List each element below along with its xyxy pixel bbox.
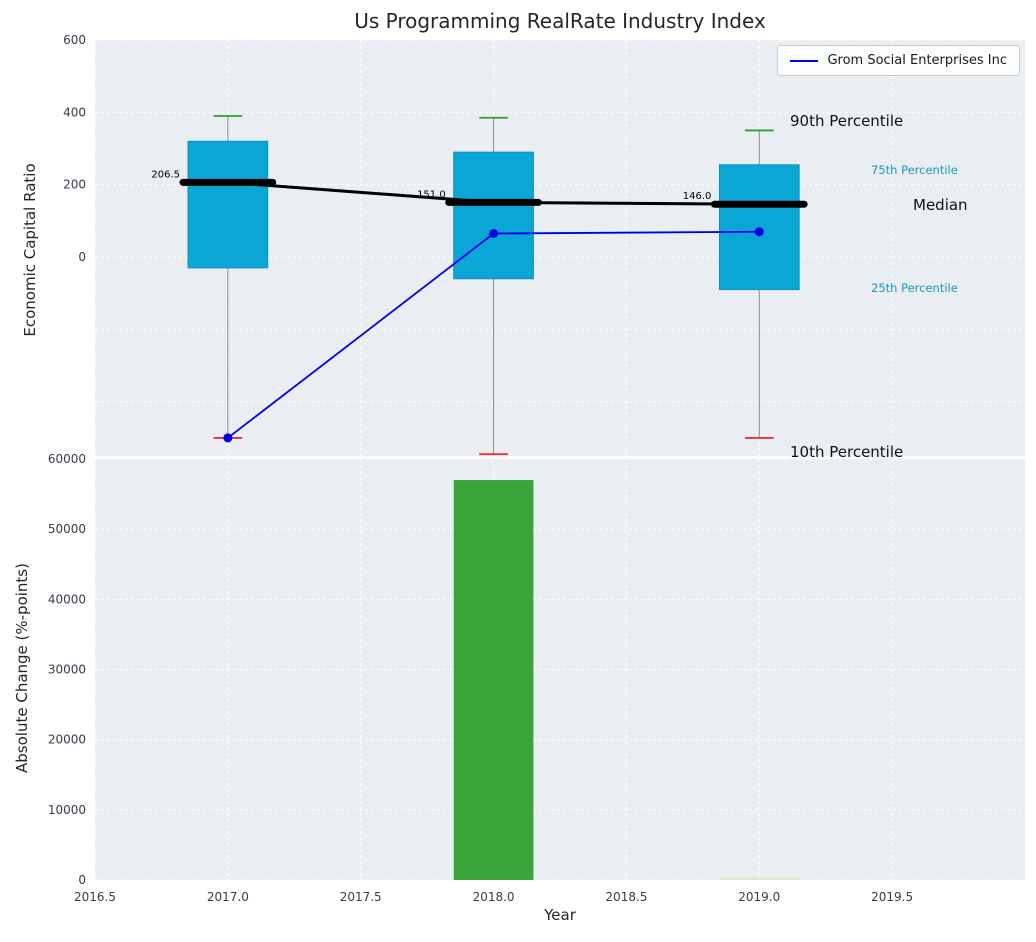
legend-label: Grom Social Enterprises Inc bbox=[827, 53, 1007, 68]
x-tick-label: 2019.0 bbox=[738, 890, 780, 904]
percentile-box bbox=[718, 164, 800, 291]
median-value-label: 151.0 bbox=[417, 189, 446, 200]
percentile-box bbox=[187, 140, 269, 269]
median-value-label: 146.0 bbox=[683, 191, 712, 202]
company-series-marker bbox=[223, 433, 233, 443]
company-series-marker bbox=[754, 227, 764, 237]
legend: Grom Social Enterprises Inc bbox=[777, 45, 1020, 76]
annotation-25th-percentile: 25th Percentile bbox=[871, 281, 958, 295]
top-y-axis-title: Economic Capital Ratio bbox=[21, 163, 39, 337]
chart-title: Us Programming RealRate Industry Index bbox=[354, 9, 766, 33]
top-y-tick-label: 200 bbox=[63, 178, 86, 192]
x-tick-label: 2019.5 bbox=[871, 890, 913, 904]
bottom-y-tick-label: 50000 bbox=[48, 522, 86, 536]
annotation-75th-percentile: 75th Percentile bbox=[871, 163, 958, 177]
x-axis-title: Year bbox=[544, 906, 576, 924]
absolute-change-bar bbox=[719, 877, 800, 880]
bottom-y-tick-label: 40000 bbox=[48, 592, 86, 606]
x-tick-label: 2018.5 bbox=[605, 890, 647, 904]
top-y-tick-label: 600 bbox=[63, 33, 86, 47]
bottom-y-tick-label: 0 bbox=[78, 873, 86, 887]
top-y-tick-label: 0 bbox=[78, 250, 86, 264]
annotation-90th-percentile: 90th Percentile bbox=[790, 112, 904, 130]
annotation-median: Median bbox=[913, 196, 968, 214]
bottom-y-tick-label: 60000 bbox=[48, 452, 86, 466]
absolute-change-bar bbox=[453, 480, 534, 880]
median-value-label: 206.5 bbox=[151, 169, 180, 180]
top-y-tick-label: 400 bbox=[63, 105, 86, 119]
x-tick-label: 2018.0 bbox=[473, 890, 515, 904]
bottom-y-tick-label: 20000 bbox=[48, 733, 86, 747]
bottom-y-axis-title: Absolute Change (%-points) bbox=[13, 563, 31, 773]
bottom-y-tick-label: 30000 bbox=[48, 663, 86, 677]
x-tick-label: 2017.0 bbox=[207, 890, 249, 904]
legend-line-sample bbox=[790, 59, 819, 62]
x-tick-label: 2017.5 bbox=[340, 890, 382, 904]
company-series-marker bbox=[489, 229, 499, 239]
bottom-y-tick-label: 10000 bbox=[48, 803, 86, 817]
x-tick-label: 2016.5 bbox=[74, 890, 116, 904]
annotation-10th-percentile: 10th Percentile bbox=[790, 443, 904, 461]
percentile-box bbox=[453, 151, 534, 280]
